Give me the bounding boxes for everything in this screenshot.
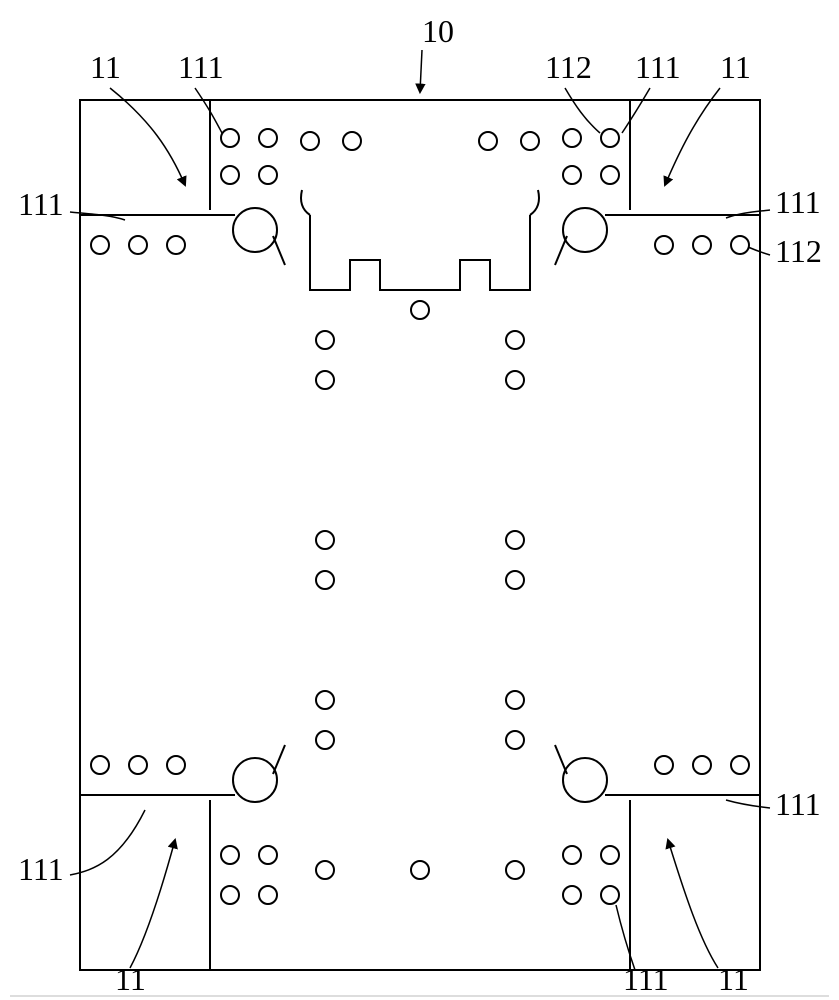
reference-label: 10 [422, 13, 454, 49]
reference-label: 111 [178, 49, 224, 85]
reference-label: 111 [775, 184, 821, 220]
leader-line [726, 800, 770, 808]
reference-label: 11 [720, 49, 751, 85]
leader-line [70, 810, 145, 875]
reference-label: 111 [18, 186, 64, 222]
leader-line [622, 88, 650, 133]
leader-line [130, 840, 175, 968]
reference-label: 111 [18, 851, 64, 887]
leader-line [195, 88, 222, 133]
reference-label: 111 [635, 49, 681, 85]
reference-label: 11 [90, 49, 121, 85]
leader-line [668, 840, 718, 968]
reference-label: 111 [623, 961, 669, 997]
reference-label: 112 [775, 233, 822, 269]
reference-label: 11 [115, 961, 146, 997]
reference-label: 112 [545, 49, 592, 85]
reference-label: 11 [718, 961, 749, 997]
leader-line [565, 88, 600, 133]
technical-diagram: 1011111112111111111111121111111111111 [0, 0, 839, 1000]
leader-line [665, 88, 720, 185]
leader-line [420, 50, 422, 92]
leader-line [110, 88, 185, 185]
reference-label: 111 [775, 786, 821, 822]
